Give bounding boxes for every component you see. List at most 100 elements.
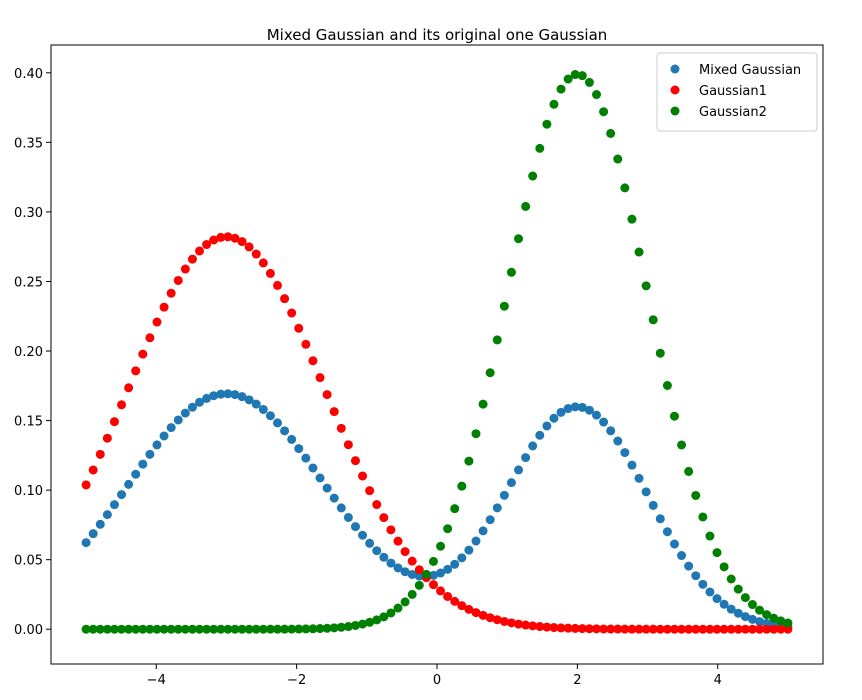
data-point bbox=[769, 624, 779, 634]
x-tick-label: −2 bbox=[287, 673, 306, 688]
data-point bbox=[627, 624, 637, 634]
data-point bbox=[223, 232, 233, 242]
data-point bbox=[563, 623, 573, 633]
data-point bbox=[478, 610, 488, 620]
x-axis: −4 −2 0 2 4 bbox=[147, 664, 722, 688]
data-point bbox=[195, 624, 205, 634]
data-point bbox=[386, 608, 396, 618]
data-point bbox=[287, 308, 297, 318]
data-point bbox=[428, 580, 438, 590]
data-point bbox=[258, 404, 268, 414]
data-point bbox=[521, 201, 531, 211]
data-point bbox=[379, 612, 389, 622]
data-point bbox=[308, 463, 318, 473]
data-point bbox=[669, 411, 679, 421]
data-point bbox=[485, 368, 495, 378]
data-point bbox=[272, 418, 282, 428]
data-point bbox=[719, 624, 729, 634]
data-point bbox=[499, 616, 509, 626]
data-point bbox=[145, 333, 155, 343]
data-point bbox=[95, 624, 105, 634]
data-point bbox=[372, 615, 382, 625]
data-point bbox=[180, 408, 190, 418]
data-point bbox=[350, 456, 360, 466]
data-point bbox=[450, 559, 460, 569]
data-point bbox=[109, 500, 119, 510]
data-point bbox=[358, 471, 368, 481]
data-points bbox=[81, 70, 793, 634]
data-point bbox=[584, 77, 594, 87]
series-mixed-gaussian bbox=[81, 389, 793, 632]
data-point bbox=[712, 624, 722, 634]
legend-label: Gaussian1 bbox=[699, 84, 767, 99]
y-tick-label: 0.00 bbox=[14, 623, 43, 638]
data-point bbox=[478, 526, 488, 536]
data-point bbox=[492, 615, 502, 625]
data-point bbox=[584, 624, 594, 634]
data-point bbox=[294, 444, 304, 454]
data-point bbox=[372, 500, 382, 510]
data-point bbox=[195, 397, 205, 407]
data-point bbox=[81, 480, 91, 490]
data-point bbox=[563, 404, 573, 414]
data-point bbox=[301, 339, 311, 349]
data-point bbox=[308, 356, 318, 366]
data-point bbox=[251, 399, 261, 409]
data-point bbox=[662, 624, 672, 634]
data-point bbox=[414, 571, 424, 581]
data-point bbox=[386, 525, 396, 535]
data-point bbox=[329, 623, 339, 633]
data-point bbox=[421, 569, 431, 579]
data-point bbox=[783, 624, 793, 634]
y-tick-label: 0.20 bbox=[14, 345, 43, 360]
data-point bbox=[506, 478, 516, 488]
data-point bbox=[280, 426, 290, 436]
data-point bbox=[747, 614, 757, 624]
legend-marker bbox=[670, 64, 680, 74]
data-point bbox=[485, 613, 495, 623]
data-point bbox=[138, 624, 148, 634]
data-point bbox=[244, 624, 254, 634]
data-point bbox=[294, 323, 304, 333]
data-point bbox=[599, 624, 609, 634]
data-point bbox=[258, 624, 268, 634]
data-point bbox=[712, 548, 722, 558]
data-point bbox=[478, 399, 488, 409]
data-point bbox=[166, 423, 176, 433]
data-point bbox=[280, 294, 290, 304]
y-tick-label: 0.30 bbox=[14, 206, 43, 221]
data-point bbox=[315, 373, 325, 383]
data-point bbox=[514, 465, 524, 475]
data-point bbox=[365, 486, 375, 496]
data-point bbox=[698, 512, 708, 522]
data-point bbox=[762, 610, 772, 620]
data-point bbox=[138, 349, 148, 359]
data-point bbox=[216, 389, 226, 399]
data-point bbox=[740, 624, 750, 634]
y-tick-label: 0.10 bbox=[14, 484, 43, 499]
data-point bbox=[570, 402, 580, 412]
legend-box bbox=[656, 52, 818, 132]
data-point bbox=[641, 281, 651, 291]
data-point bbox=[124, 624, 134, 634]
data-point bbox=[485, 515, 495, 525]
data-point bbox=[599, 417, 609, 427]
data-point bbox=[506, 618, 516, 628]
data-point bbox=[776, 624, 786, 634]
data-point bbox=[634, 473, 644, 483]
data-point bbox=[400, 597, 410, 607]
data-point bbox=[386, 558, 396, 568]
data-point bbox=[237, 392, 247, 402]
data-point bbox=[244, 242, 254, 252]
y-tick-label: 0.35 bbox=[14, 136, 43, 151]
data-point bbox=[95, 519, 105, 529]
data-point bbox=[556, 407, 566, 417]
data-point bbox=[521, 620, 531, 630]
data-point bbox=[443, 564, 453, 574]
data-point bbox=[740, 612, 750, 622]
data-point bbox=[152, 440, 162, 450]
data-point bbox=[145, 449, 155, 459]
data-point bbox=[450, 596, 460, 606]
data-point bbox=[131, 469, 141, 479]
data-point bbox=[684, 561, 694, 571]
